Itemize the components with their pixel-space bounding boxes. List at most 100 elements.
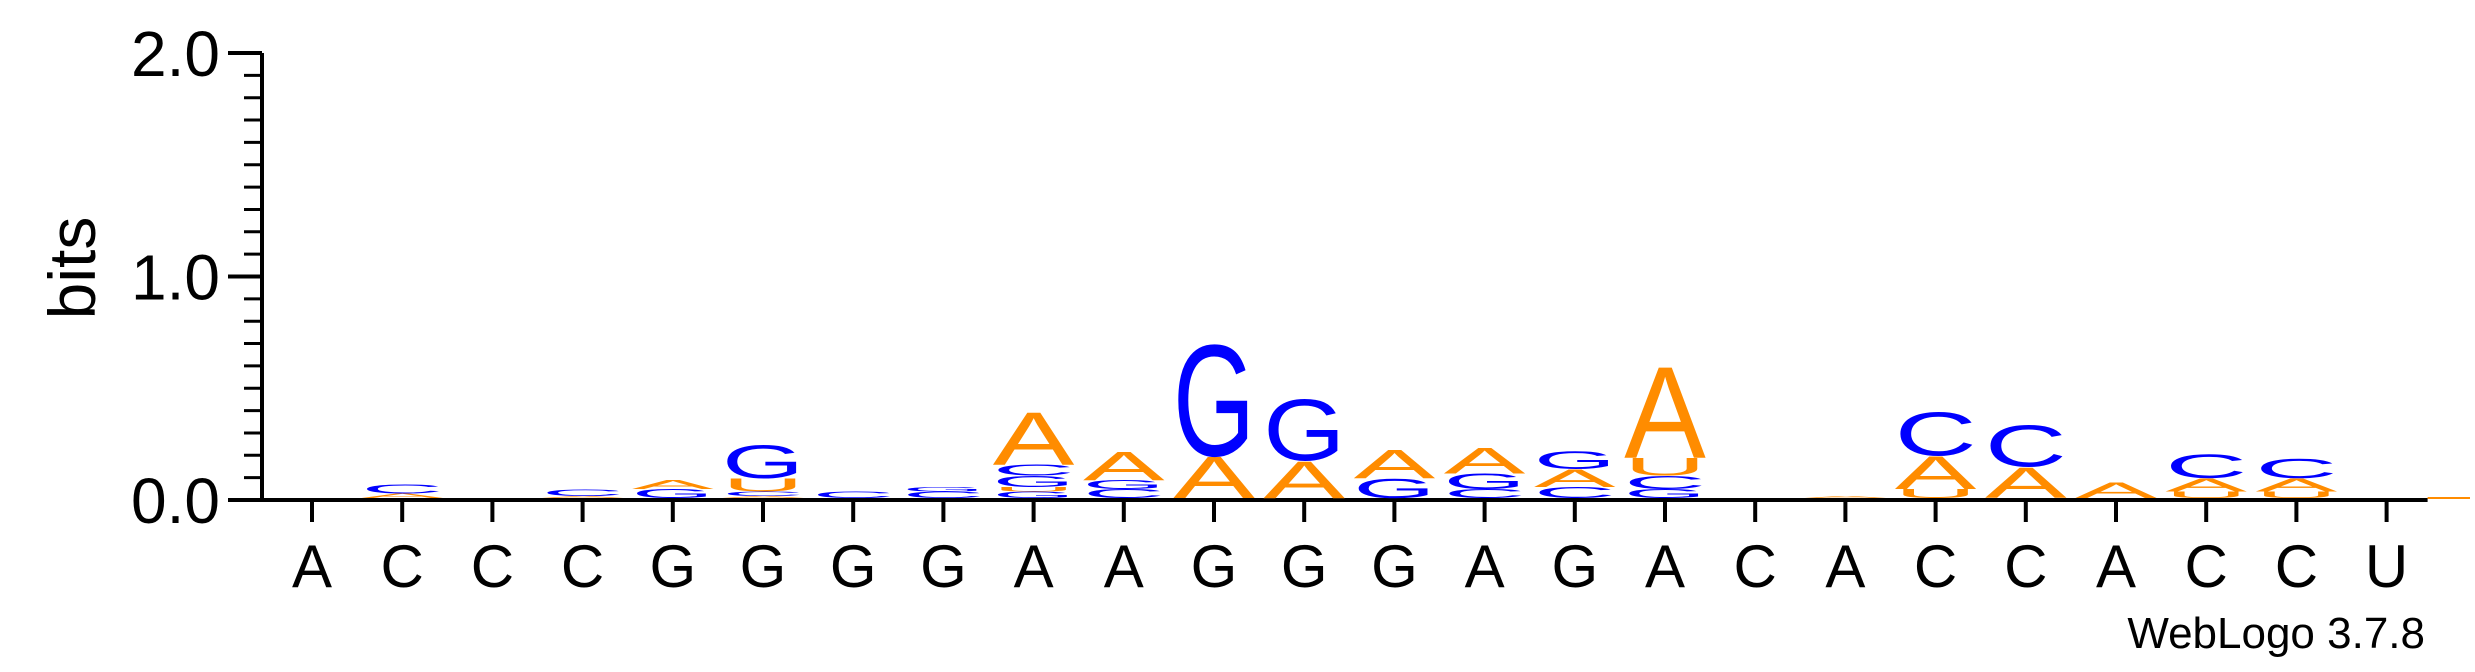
logo-letter-a: A [2165, 474, 2247, 495]
x-tick-label: G [740, 533, 787, 600]
x-tick-label: C [561, 533, 604, 600]
x-tick-label: G [830, 533, 877, 600]
logo-letter-a: A [722, 495, 804, 498]
x-tick-label: G [1191, 533, 1238, 600]
stack-column: CGA [1444, 440, 1527, 501]
logo-letter-a: A [1534, 464, 1616, 492]
x-tick-label: G [1371, 533, 1418, 600]
logo-letter-c: C [1444, 487, 1526, 501]
logo-letter-g: G [722, 436, 804, 488]
logo-letter-a: A [993, 397, 1075, 481]
logo-letter-c: C [1895, 400, 1977, 470]
logo-letter-g: G [1353, 473, 1435, 504]
x-tick-label: C [2275, 533, 2318, 600]
logo-letter-g: G [902, 486, 984, 493]
stack-column: GA [1353, 441, 1435, 504]
logo-letter-c: C [2255, 452, 2337, 484]
stack-column: AG [1173, 312, 1255, 511]
x-tick-label: A [1825, 533, 1865, 600]
logo-letter-a: A [1263, 450, 1345, 509]
y-tick-label: 0.0 [131, 465, 220, 537]
logo-letter-g: G [1444, 470, 1526, 494]
logo-letter-a: A [632, 478, 714, 492]
y-axis-label: bits [35, 217, 109, 320]
x-tick-label: G [1551, 533, 1598, 600]
stack-column: CG [902, 486, 984, 500]
stack-column: UAC [2255, 452, 2338, 500]
logo-letter-c: C [902, 490, 984, 500]
x-tick-label: A [292, 533, 332, 600]
logo-letter-a: A [1985, 459, 2068, 508]
logo-letter-u: U [722, 474, 804, 495]
x-tick-label: A [1465, 533, 1505, 600]
logo-letter-c: C [361, 482, 443, 496]
x-tick-label: G [920, 533, 967, 600]
stack-column: A [1805, 495, 1887, 498]
logo-letter-g: G [1263, 381, 1345, 479]
logo-letter-a: A [361, 492, 443, 499]
logo-letter-u: U [1624, 453, 1706, 481]
x-tick-label: C [2004, 533, 2047, 600]
logo-letter-u: U [2255, 490, 2337, 500]
logo-letter-u: U [2165, 490, 2247, 500]
logo-letter-g: G [993, 473, 1075, 490]
logo-letter-c: C [1624, 472, 1706, 493]
stack-column: C [812, 490, 894, 500]
stack-column: AC [1985, 414, 2068, 508]
logo-letter-c: C [812, 490, 894, 500]
logo-letter-a: A [1805, 495, 1887, 498]
x-tick-label: A [1645, 533, 1685, 600]
logo-letter-u: U [1895, 487, 1977, 501]
stack-column: CGA [1083, 444, 1165, 501]
stack-column: AG [1263, 381, 1345, 510]
logo-letter-a: A [2256, 474, 2338, 495]
logo-letter-g: G [1083, 478, 1165, 492]
logo-letter-c: C [2165, 447, 2247, 485]
logo-letter-a: A [542, 495, 624, 498]
weblogo-version-label: WebLogo 3.7.8 [2127, 609, 2425, 658]
x-tick-label: A [2096, 533, 2136, 600]
x-tick-label: C [471, 533, 514, 600]
x-tick-label: U [2365, 533, 2408, 600]
logo-letter-a: A [1173, 445, 1255, 511]
x-tick-label: G [649, 533, 696, 600]
logo-letter-u: U [993, 486, 1075, 493]
logo-letter-a: A [1354, 441, 1436, 486]
logo-letter-c: C [722, 490, 804, 497]
x-tick-label: G [1281, 533, 1328, 600]
logo-letter-c: C [993, 462, 1075, 479]
logo-letter-a: A [1083, 444, 1165, 489]
logo-letter-c: C [1083, 487, 1165, 501]
y-tick-label: 1.0 [131, 242, 220, 314]
x-tick-label: C [2185, 533, 2228, 600]
x-tick-label: C [381, 533, 424, 600]
x-tick-label: A [1014, 533, 1054, 600]
logo-letter-a: A [1895, 447, 1977, 500]
logo-letter-g: G [1624, 487, 1706, 501]
stack-column: AC [361, 482, 443, 499]
x-tick-label: C [1734, 533, 1777, 600]
x-tick-label: A [1104, 533, 1144, 600]
stack-column: UAC [1895, 400, 1977, 501]
logo-letter-a: A [1444, 440, 1526, 482]
logo-letter-c: C [1534, 484, 1616, 501]
logo-letter-g: G [632, 487, 714, 501]
logo-letter-a: A [1624, 339, 1706, 486]
logo-letter-a: A [2075, 478, 2157, 503]
stack-column: AC [542, 487, 624, 498]
stack-column: UAC [2165, 447, 2248, 500]
logo-letter-g: G [1534, 447, 1616, 475]
logo-letter-c: C [542, 487, 624, 497]
logo-letter-c: C [1985, 414, 2067, 480]
y-tick-label: 2.0 [131, 18, 220, 90]
logo-letter-g: G [993, 489, 1075, 500]
stack-column: GA [632, 478, 714, 501]
logo-letter-g: G [1173, 312, 1255, 490]
